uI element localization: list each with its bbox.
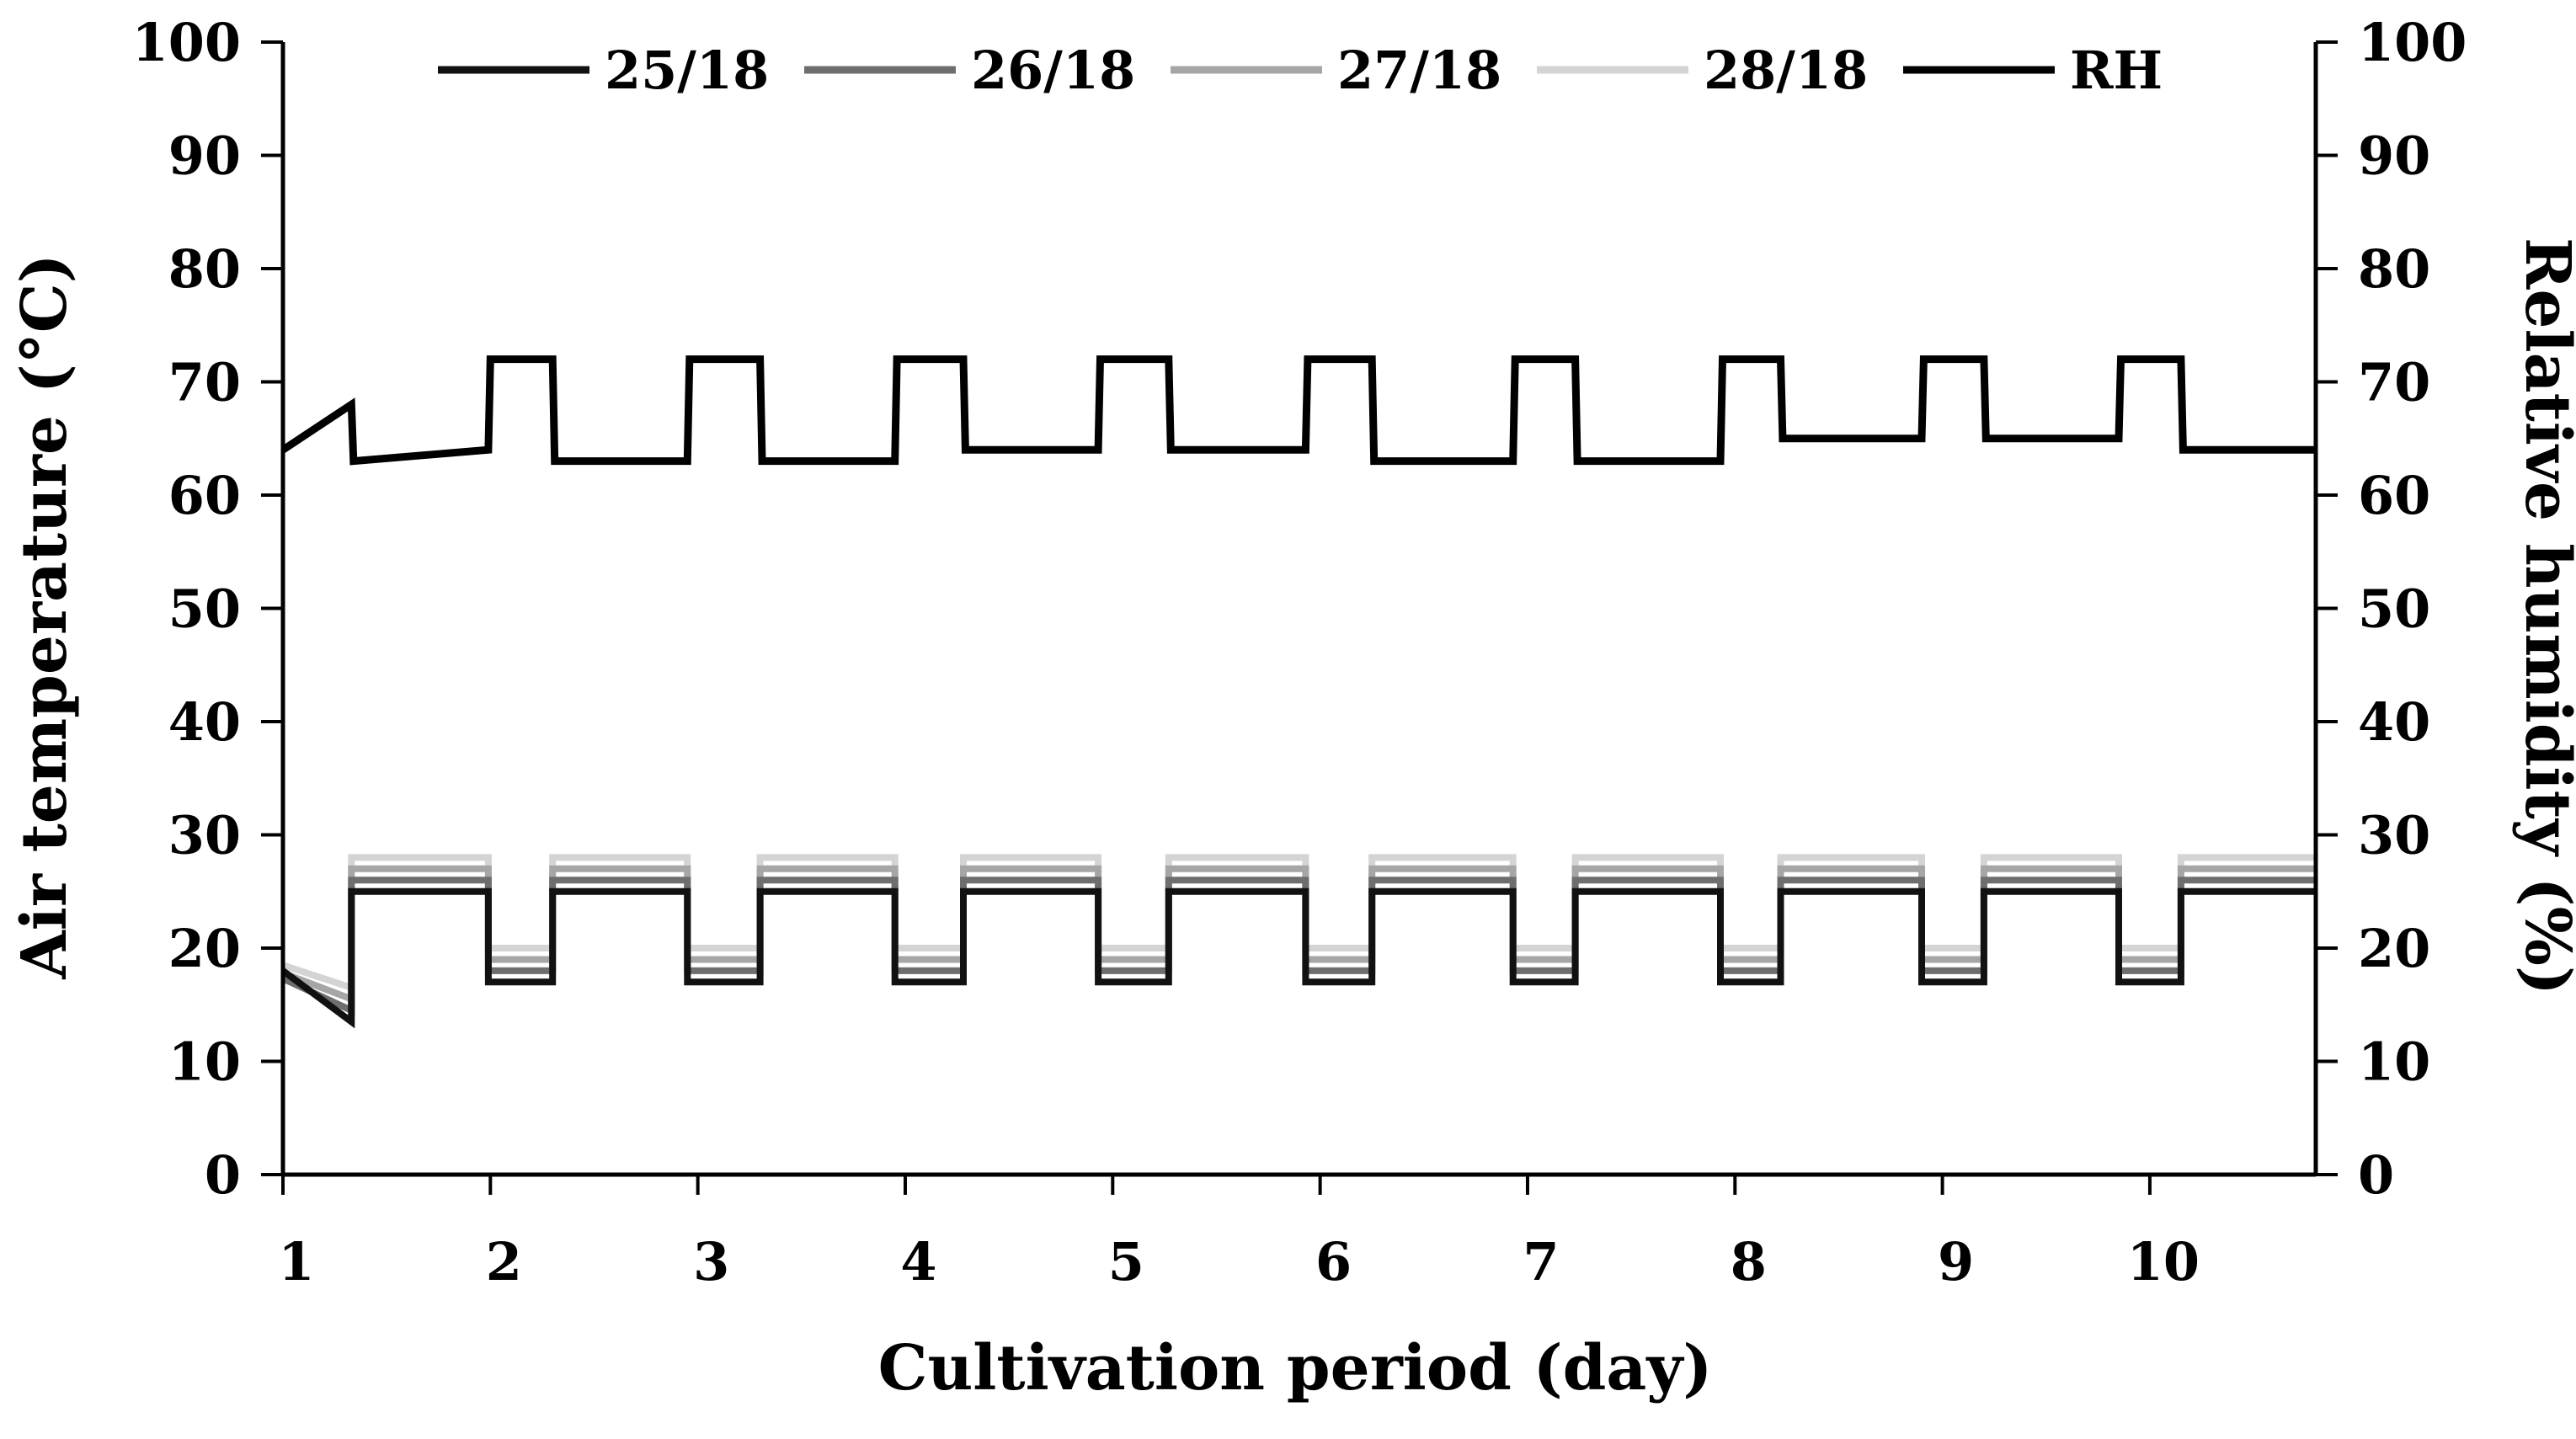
y-tick-label: 80 <box>168 238 241 300</box>
plot-area <box>280 355 2316 1029</box>
x-axis-title: Cultivation period (day) <box>878 1332 1713 1404</box>
y2-tick-label: 60 <box>2358 465 2430 526</box>
legend-label-25-18: 25/18 <box>605 40 769 101</box>
y-tick-label: 50 <box>168 578 241 640</box>
series-line-25-18 <box>280 887 2316 1029</box>
series-line-rh <box>280 355 2316 466</box>
y2-tick-label: 20 <box>2358 918 2430 979</box>
legend: 25/18 26/18 27/18 28/18 RH <box>438 40 2163 101</box>
y2-tick-label: 10 <box>2358 1031 2430 1093</box>
axes-layer: 0 10 20 30 40 50 60 70 80 90 100 0 10 20 30 40 50 60 70 80 9… <box>132 12 2467 1292</box>
x-tick-label: 2 <box>486 1231 522 1292</box>
y-tick-label: 20 <box>168 918 241 979</box>
x-tick-label: 7 <box>1523 1231 1559 1292</box>
y2-axis-title: Relative humidity (%) <box>2511 237 2576 995</box>
y-tick-label: 0 <box>205 1144 241 1206</box>
y2-tick-label: 30 <box>2358 805 2430 866</box>
x-tick-label: 1 <box>278 1231 314 1292</box>
y-tick-label: 60 <box>168 465 241 526</box>
x-tick-label: 8 <box>1731 1231 1767 1292</box>
y2-tick-label: 50 <box>2358 578 2430 640</box>
y-tick-label: 100 <box>132 12 241 73</box>
x-tick-label: 4 <box>900 1231 936 1292</box>
y2-tick-label: 80 <box>2358 238 2430 300</box>
legend-label-26-18: 26/18 <box>971 40 1135 101</box>
y-tick-label: 70 <box>168 352 241 413</box>
x-tick-label: 3 <box>693 1231 729 1292</box>
x-tick-label: 5 <box>1108 1231 1144 1292</box>
y2-tick-label: 100 <box>2358 12 2467 73</box>
legend-label-rh: RH <box>2070 40 2163 101</box>
y2-tick-label: 40 <box>2358 691 2430 753</box>
y-tick-label: 30 <box>168 805 241 866</box>
x-tick-label: 10 <box>2127 1231 2200 1292</box>
legend-label-27-18: 27/18 <box>1337 40 1501 101</box>
y2-tick-label: 70 <box>2358 352 2430 413</box>
y2-tick-label: 0 <box>2358 1144 2394 1206</box>
y-tick-label: 40 <box>168 691 241 753</box>
y-tick-label: 10 <box>168 1031 241 1093</box>
y-axis-title: Air temperature (°C) <box>8 253 81 979</box>
y2-tick-label: 90 <box>2358 125 2430 187</box>
legend-label-28-18: 28/18 <box>1704 40 1868 101</box>
x-tick-label: 9 <box>1938 1231 1974 1292</box>
y-tick-label: 90 <box>168 125 241 187</box>
x-tick-label: 6 <box>1315 1231 1352 1292</box>
